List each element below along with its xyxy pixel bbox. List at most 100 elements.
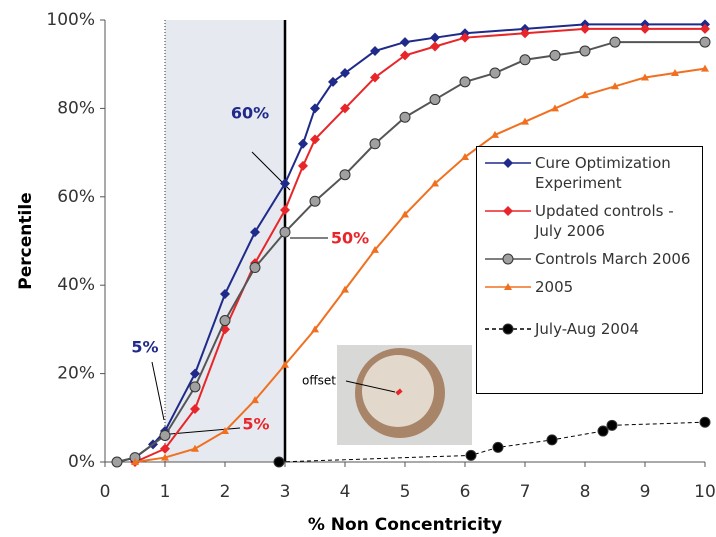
- legend-entry: Controls March 2006: [481, 249, 698, 269]
- point: [551, 104, 559, 112]
- offset-mark: [395, 388, 403, 396]
- annotation: 50%: [331, 229, 369, 248]
- point: [399, 111, 411, 123]
- x-tick-label: 0: [100, 482, 111, 502]
- point: [328, 76, 338, 87]
- legend-swatch: [485, 158, 531, 168]
- y-tick-label: 60%: [57, 187, 95, 207]
- legend-swatch: [485, 206, 531, 216]
- legend-entry: 2005: [481, 277, 698, 297]
- point: [504, 283, 512, 290]
- point: [371, 245, 379, 253]
- point: [581, 91, 589, 99]
- annotation: 5%: [131, 338, 158, 357]
- point: [503, 206, 513, 216]
- x-axis-title: % Non Concentricity: [308, 515, 502, 535]
- point: [671, 69, 679, 77]
- y-tick-label: 40%: [57, 275, 95, 295]
- y-tick-label: 20%: [57, 364, 95, 384]
- point: [219, 315, 231, 327]
- legend-label: Cure Optimization Experiment: [535, 154, 671, 192]
- point: [699, 36, 711, 48]
- legend-entry: Cure Optimization Experiment: [481, 153, 698, 193]
- legend-swatch: [485, 323, 531, 335]
- point: [400, 37, 410, 48]
- point: [309, 195, 321, 207]
- point: [489, 67, 501, 79]
- point: [699, 416, 711, 428]
- point: [221, 427, 229, 435]
- point: [189, 381, 201, 393]
- x-tick-label: 3: [280, 482, 291, 502]
- series-line: [116, 23, 705, 463]
- point: [609, 36, 621, 48]
- inset-photo: offset: [302, 345, 472, 445]
- point: [549, 49, 561, 61]
- point: [280, 205, 290, 216]
- legend-swatch: [485, 253, 531, 265]
- point: [160, 443, 170, 454]
- legend-label: Updated controls - July 2006: [535, 202, 674, 240]
- point: [249, 262, 261, 274]
- y-tick-label: 0%: [68, 452, 95, 472]
- x-tick-label: 6: [460, 482, 471, 502]
- point: [461, 153, 469, 161]
- legend-entry: July-Aug 2004: [481, 319, 698, 339]
- annotation: 5%: [242, 415, 269, 434]
- point: [400, 50, 410, 61]
- point: [111, 456, 123, 468]
- point: [279, 226, 291, 238]
- point: [131, 458, 139, 465]
- legend-entry: Updated controls - July 2006: [481, 201, 698, 241]
- x-tick-label: 4: [340, 482, 351, 502]
- point: [597, 425, 609, 437]
- y-axis-title: Percentile: [16, 192, 36, 289]
- point: [401, 210, 409, 218]
- point: [340, 103, 350, 114]
- point: [460, 32, 470, 43]
- point: [220, 289, 230, 300]
- point: [640, 23, 650, 34]
- point: [369, 138, 381, 150]
- arrow: [345, 380, 396, 393]
- point: [521, 117, 529, 125]
- point: [191, 444, 199, 452]
- point: [459, 76, 471, 88]
- point: [310, 134, 320, 145]
- point: [190, 403, 200, 414]
- legend-label: July-Aug 2004: [535, 320, 640, 338]
- arrow: [151, 361, 165, 421]
- x-tick-label: 8: [580, 482, 591, 502]
- point: [310, 103, 320, 114]
- point: [161, 453, 169, 461]
- annotation: 60%: [231, 104, 269, 123]
- point: [465, 449, 477, 461]
- point: [159, 429, 171, 441]
- point: [273, 456, 285, 468]
- point: [339, 169, 351, 181]
- point: [340, 68, 350, 79]
- x-tick-label: 1: [160, 482, 171, 502]
- point: [580, 23, 590, 34]
- point: [298, 138, 308, 149]
- annotation: offset: [302, 374, 336, 388]
- series-line: [134, 67, 706, 463]
- point: [606, 419, 618, 431]
- point: [502, 323, 514, 335]
- legend-label: 2005: [535, 278, 574, 296]
- point: [311, 325, 319, 333]
- point: [491, 130, 499, 138]
- point: [190, 368, 200, 379]
- point: [503, 158, 513, 168]
- point: [520, 28, 530, 39]
- point: [429, 94, 441, 106]
- point: [250, 227, 260, 238]
- x-tick-label: 9: [640, 482, 651, 502]
- point: [519, 54, 531, 66]
- point: [370, 72, 380, 83]
- point: [701, 64, 709, 72]
- point: [641, 73, 649, 81]
- point: [502, 253, 514, 265]
- legend-label: Controls March 2006: [535, 250, 691, 268]
